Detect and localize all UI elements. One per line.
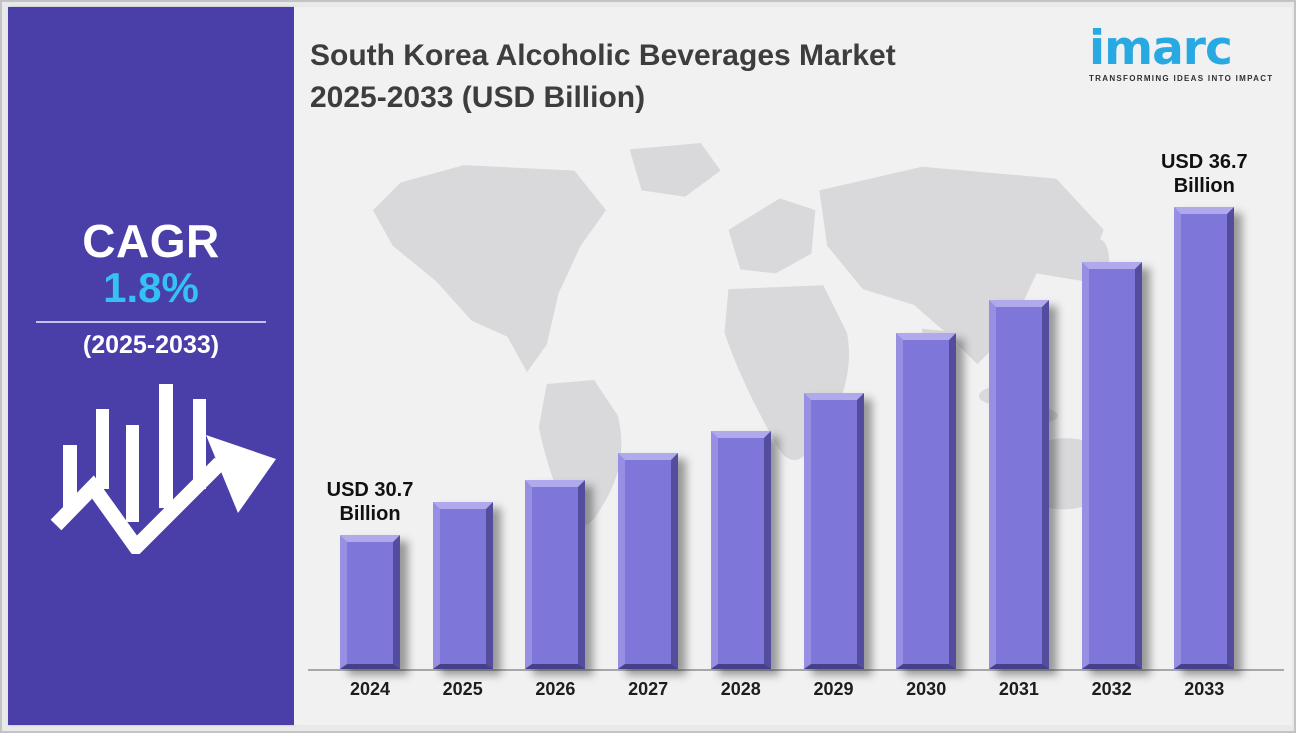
x-axis-line [308, 669, 1284, 671]
chart-panel: South Korea Alcoholic Beverages Market 2… [294, 7, 1292, 725]
bar-2024 [340, 535, 400, 669]
year-label-2028: 2028 [720, 679, 761, 699]
bar-bevel [432, 502, 493, 669]
bar-bevel [340, 535, 400, 669]
bar-bevel [896, 333, 957, 669]
year-label-2025: 2025 [442, 679, 483, 699]
cagr-period: (2025-2033) [82, 331, 220, 360]
bar-bevel [1174, 207, 1235, 669]
chart-title: South Korea Alcoholic Beverages Market 2… [310, 35, 1070, 119]
bar-2026 [525, 480, 586, 669]
imarc-logo: imarc TRANSFORMING IDEAS INTO IMPACT [1089, 21, 1274, 83]
bar-2027 [618, 453, 679, 669]
bar-bevel [525, 480, 586, 669]
year-label-2027: 2027 [628, 679, 669, 699]
bar-bevel [988, 300, 1049, 669]
bar-2032 [1081, 262, 1142, 669]
chart-title-line2: 2025-2033 (USD Billion) [310, 81, 646, 114]
bar-2025 [432, 502, 493, 669]
cagr-block: CAGR 1.8% (2025-2033) [8, 217, 294, 360]
bar-2029 [803, 393, 864, 669]
cagr-divider [36, 321, 266, 324]
bar-bevel [618, 453, 679, 669]
cagr-value: 1.8% [103, 264, 199, 312]
bar-bevel [803, 393, 864, 669]
year-label-2024: 2024 [349, 679, 391, 699]
imarc-logo-tagline: TRANSFORMING IDEAS INTO IMPACT [1089, 74, 1274, 83]
bar-chart-growth-icon [50, 384, 276, 554]
bar-2031 [988, 300, 1049, 669]
year-label-2033: 2033 [1184, 679, 1225, 699]
imarc-logo-wordmark: imarc [1089, 21, 1233, 76]
bar-2033 [1174, 207, 1235, 669]
value-annotation-line: Billion [1173, 175, 1235, 197]
value-annotation-2033: USD 36.7 Billion [1129, 150, 1279, 198]
value-annotation-line: USD 36.7 [1160, 151, 1248, 173]
year-label-2031: 2031 [998, 679, 1039, 699]
value-annotation-2024: USD 30.7 Billion [295, 478, 445, 526]
year-label-2029: 2029 [813, 679, 854, 699]
bar-bevel [1081, 262, 1142, 669]
value-annotation-line: Billion [339, 503, 401, 525]
cagr-label: CAGR [82, 215, 220, 267]
value-annotation-line: USD 30.7 [326, 479, 414, 501]
year-label-2032: 2032 [1091, 679, 1132, 699]
bar-bevel [710, 431, 771, 669]
bar-2028 [710, 431, 771, 669]
year-label-2026: 2026 [535, 679, 576, 699]
cagr-sidebar: CAGR 1.8% (2025-2033) [8, 7, 294, 725]
bar-2030 [896, 333, 957, 669]
year-label-2030: 2030 [906, 679, 947, 699]
chart-title-line1: South Korea Alcoholic Beverages Market [310, 39, 896, 72]
